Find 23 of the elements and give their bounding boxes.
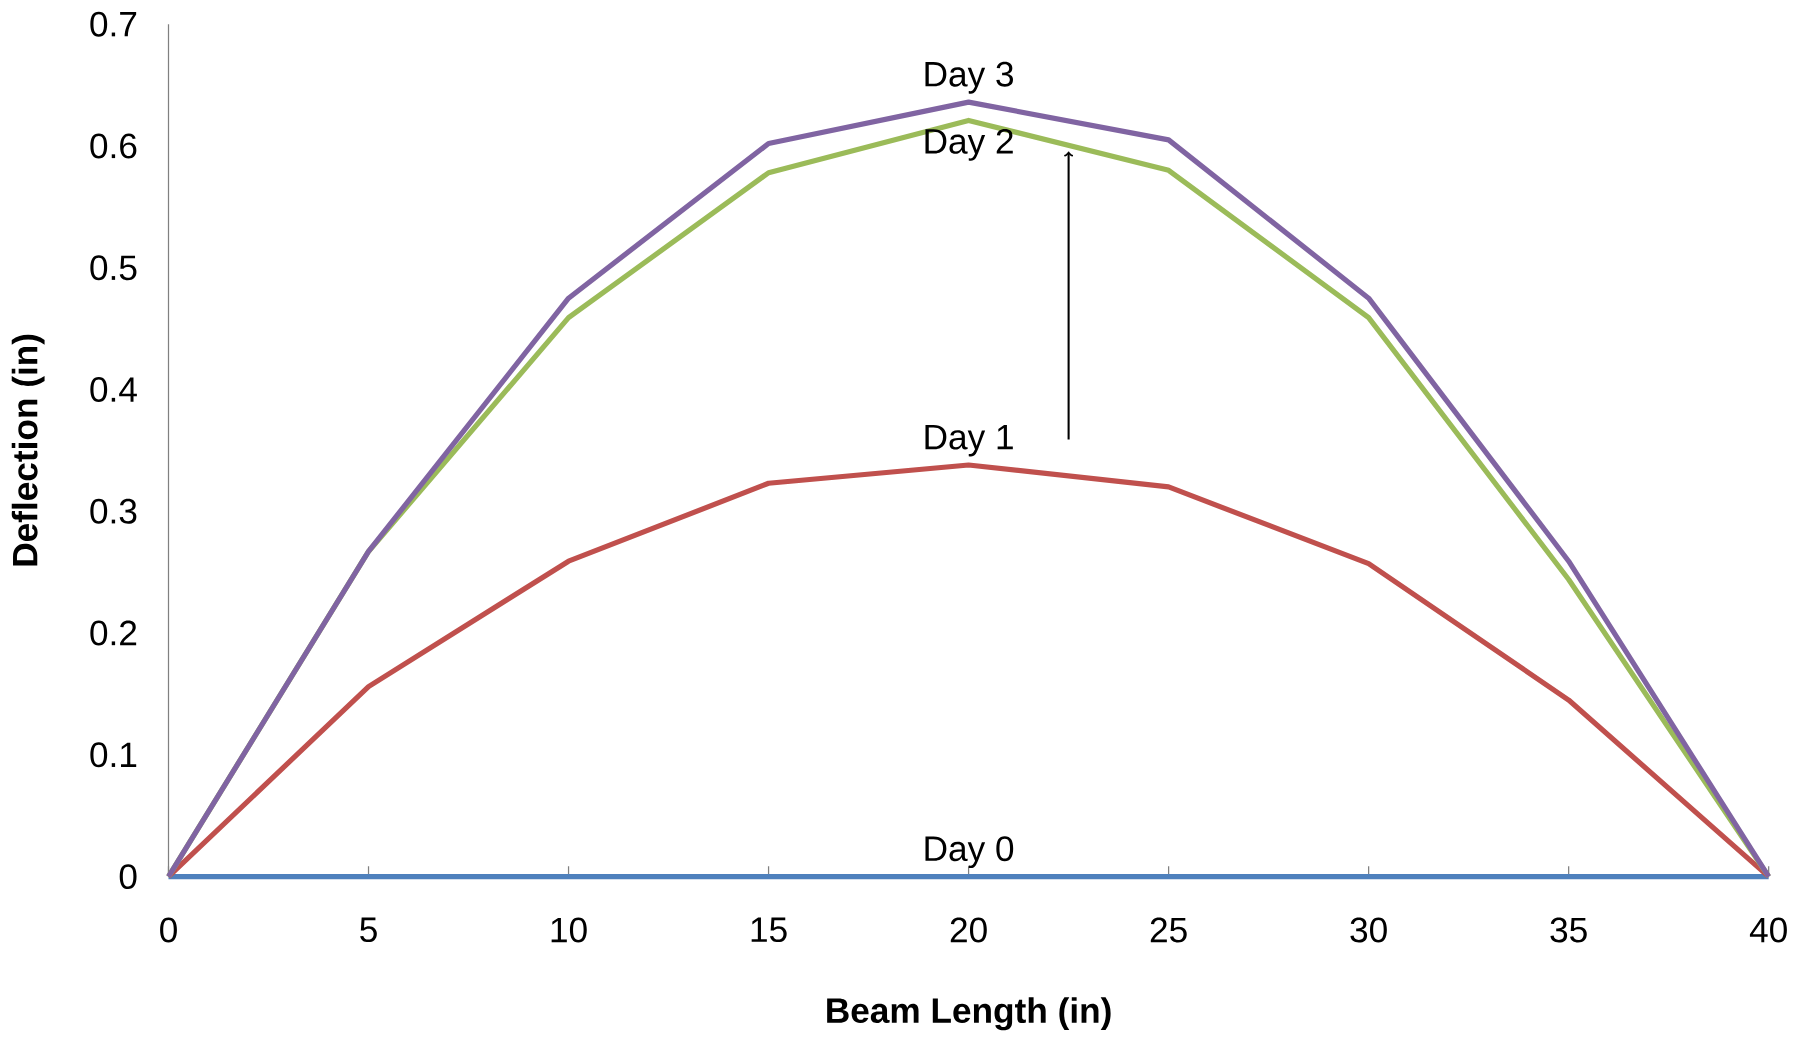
y-tick-label: 0 [119, 864, 137, 890]
series-label: Day 2 [925, 128, 1013, 161]
y-tick-label: 0.2 [90, 620, 137, 646]
y-tick-label: 0.7 [90, 11, 137, 37]
y-tick-label: 0.5 [90, 255, 137, 281]
y-tick-label: 0.6 [90, 133, 137, 159]
y-axis-title: Deflection (in) [11, 334, 45, 566]
y-tick-label: 0.4 [90, 377, 137, 403]
x-axis-title: Beam Length (in) [827, 997, 1111, 1031]
series-label: Day 1 [925, 425, 1013, 457]
x-tick-label: 10 [551, 917, 587, 943]
x-tick-label: 30 [1350, 917, 1387, 943]
x-tick-label: 40 [1749, 917, 1787, 943]
x-tick-label: 35 [1550, 917, 1587, 943]
x-tick-label: 20 [950, 917, 987, 943]
y-tick-label: 0.1 [90, 742, 137, 768]
series-label: Day 0 [925, 836, 1014, 869]
x-tick-label: 5 [360, 917, 377, 943]
y-tick-label: 0.3 [90, 498, 137, 524]
series-label: Day 3 [925, 61, 1013, 94]
x-tick-label: 25 [1150, 917, 1187, 943]
x-tick-label: 15 [751, 917, 787, 943]
x-tick-label: 0 [160, 917, 177, 943]
